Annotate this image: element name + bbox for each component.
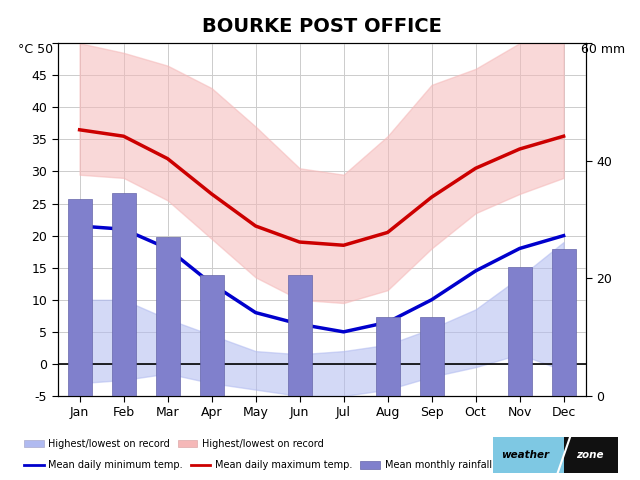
Text: °C 50: °C 50 [18, 43, 53, 56]
Bar [376, 317, 400, 396]
Bar [564, 437, 618, 473]
Bar [493, 437, 564, 473]
Text: 60 mm: 60 mm [581, 43, 625, 56]
Title: BOURKE POST OFFICE: BOURKE POST OFFICE [202, 17, 442, 36]
Text: weather: weather [501, 450, 549, 460]
Bar [156, 237, 180, 396]
Bar [111, 193, 136, 396]
Bar [508, 267, 532, 396]
Bar [200, 276, 224, 396]
Legend: Highest/lowest on record, Highest/lowest on record: Highest/lowest on record, Highest/lowest… [24, 439, 324, 449]
Bar [67, 199, 92, 396]
Bar [287, 276, 312, 396]
Legend: Mean daily minimum temp., Mean daily maximum temp., Mean monthly rainfall: Mean daily minimum temp., Mean daily max… [24, 460, 492, 470]
Text: zone: zone [577, 450, 604, 460]
Bar [552, 249, 576, 396]
Bar [419, 317, 444, 396]
